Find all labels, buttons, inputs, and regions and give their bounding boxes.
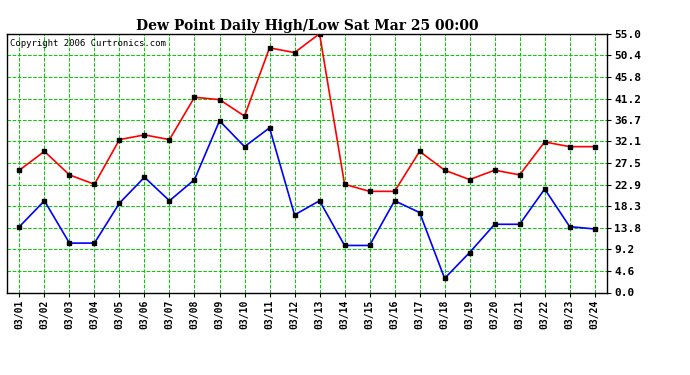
Text: Copyright 2006 Curtronics.com: Copyright 2006 Curtronics.com (10, 39, 166, 48)
Title: Dew Point Daily High/Low Sat Mar 25 00:00: Dew Point Daily High/Low Sat Mar 25 00:0… (136, 19, 478, 33)
